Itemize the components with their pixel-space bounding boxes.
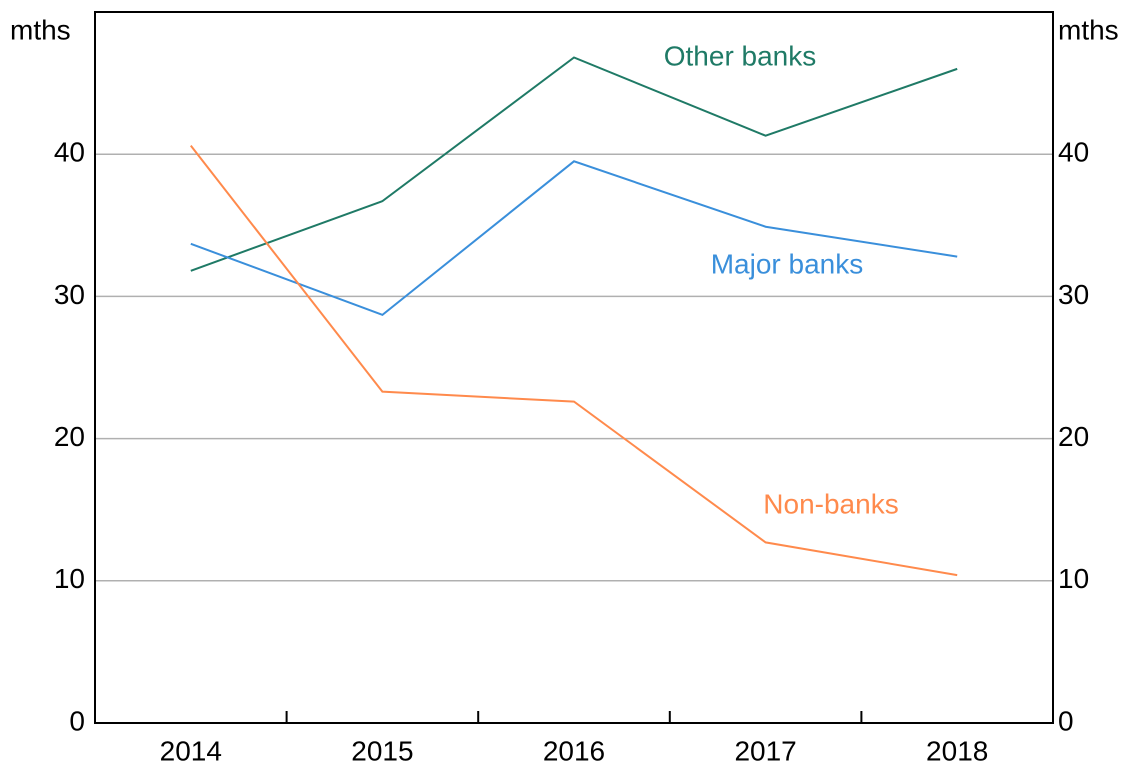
series-label: Other banks <box>664 40 817 71</box>
x-tick-label: 2018 <box>926 735 988 766</box>
series-line <box>190 145 958 577</box>
y-tick-label: 10 <box>54 563 85 594</box>
y2-tick-label: 20 <box>1058 421 1089 452</box>
y-tick-label: 40 <box>54 137 85 168</box>
series-label: Non-banks <box>763 488 898 519</box>
y2-unit: mths <box>1058 14 1119 45</box>
series-line <box>190 56 958 272</box>
y2-tick-label: 30 <box>1058 279 1089 310</box>
y-tick-label: 20 <box>54 421 85 452</box>
x-tick-label: 2014 <box>160 735 222 766</box>
plot-frame <box>94 11 1054 724</box>
series-label: Major banks <box>711 248 864 279</box>
x-tick-label: 2017 <box>734 735 796 766</box>
series-line <box>190 160 958 317</box>
x-tick-label: 2015 <box>351 735 413 766</box>
y2-tick-label: 10 <box>1058 563 1089 594</box>
y-tick-label: 0 <box>69 705 85 736</box>
y-unit: mths <box>10 14 71 45</box>
y2-tick-label: 0 <box>1058 705 1074 736</box>
x-tick-label: 2016 <box>543 735 605 766</box>
y2-tick-label: 40 <box>1058 137 1089 168</box>
y-tick-label: 30 <box>54 279 85 310</box>
